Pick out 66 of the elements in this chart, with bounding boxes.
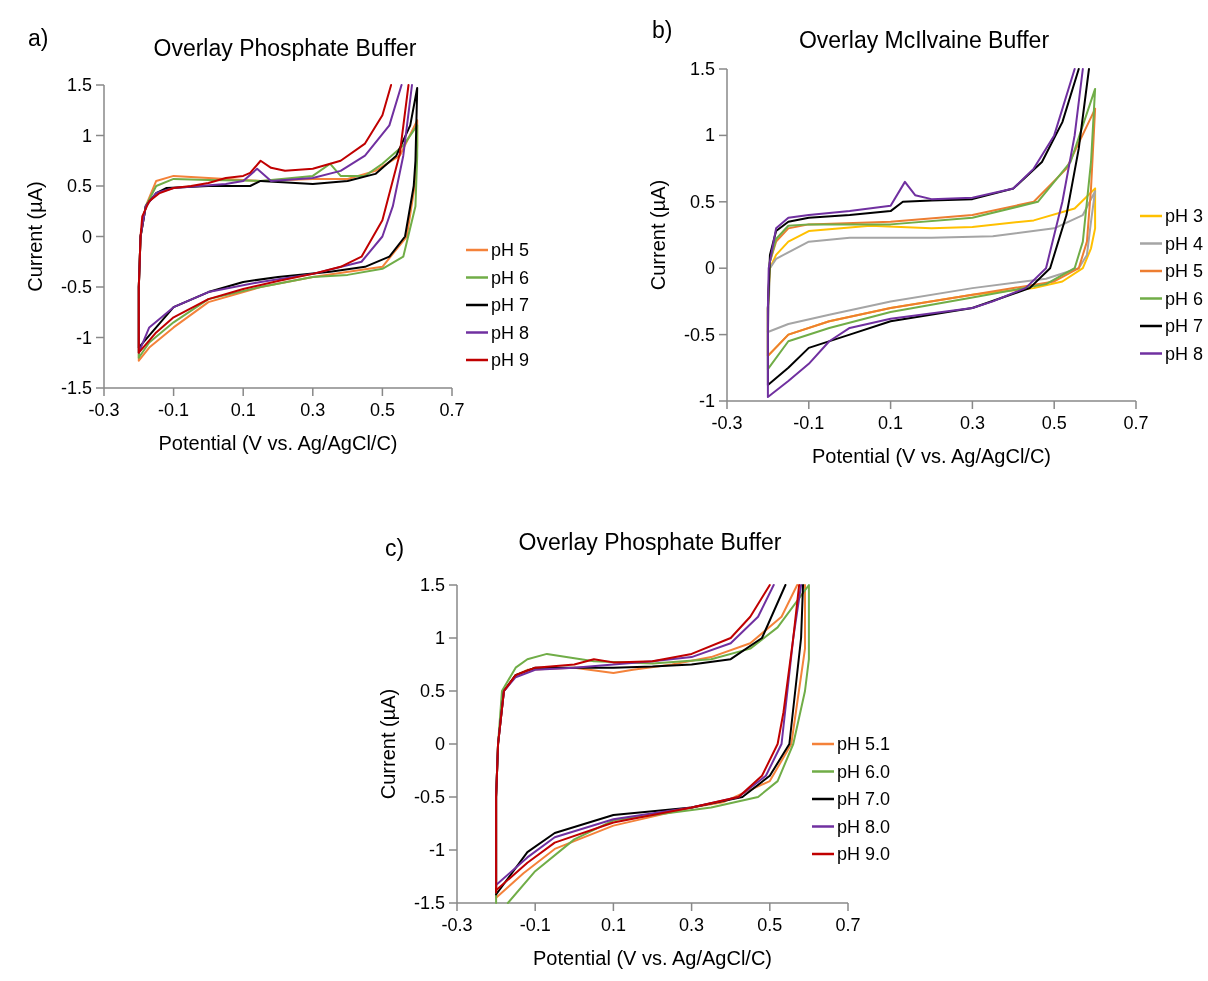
y-tick-label: -1 (75, 327, 92, 348)
y-tick-label: -1 (428, 840, 445, 860)
y-tick-label: -0.5 (60, 277, 92, 297)
y-axis-title: Current (µA) (377, 688, 399, 800)
x-tick-label: 0.7 (835, 915, 861, 935)
y-tick-label: 0.5 (66, 176, 92, 196)
legend-label: pH 9.0 (837, 844, 891, 864)
y-tick-label: 1 (81, 125, 92, 146)
y-tick-label: 1.5 (419, 575, 445, 595)
y-tick-label: 0 (434, 734, 445, 754)
y-axis-title: Current (µA) (647, 179, 669, 291)
legend-label: pH 8 (1165, 343, 1204, 364)
y-tick-label: 0 (704, 258, 715, 279)
x-axis-title: Potential (V vs. Ag/AgCl/C) (533, 947, 772, 969)
chart-title: Overlay Phosphate Buffer (153, 35, 417, 61)
y-tick-label: 1 (434, 628, 445, 648)
chart-title: Overlay McIlvaine Buffer (798, 27, 1050, 53)
y-tick-label: 0.5 (419, 681, 445, 701)
legend-label: pH 3 (1165, 206, 1204, 226)
x-axis-title: Potential (V vs. Ag/AgCl/C) (158, 432, 398, 454)
y-tick-label: -0.5 (413, 787, 445, 807)
y-tick-label: -1.5 (413, 893, 445, 913)
x-tick-label: 0.3 (679, 915, 705, 935)
x-tick-label: 0.1 (600, 915, 626, 935)
legend-label: pH 7.0 (837, 789, 891, 809)
y-tick-label: -1.5 (60, 378, 92, 398)
text: a) (28, 25, 49, 51)
legend-label: pH 7 (1165, 316, 1204, 336)
legend-label: pH 5 (491, 240, 530, 260)
chart-title: Overlay Phosphate Buffer (518, 529, 782, 555)
y-tick-label: -1 (698, 391, 715, 411)
x-tick-label: 0.3 (959, 413, 985, 433)
x-tick-label: 0.3 (300, 400, 326, 420)
legend-label: pH 8 (491, 322, 530, 343)
x-tick-label: -0.3 (441, 915, 473, 935)
x-tick-label: 0.1 (878, 413, 904, 433)
x-tick-label: 0.5 (1041, 413, 1067, 433)
x-tick-label: -0.1 (519, 915, 551, 935)
legend-label: pH 7 (491, 295, 530, 315)
x-tick-label: 0.1 (230, 400, 256, 420)
legend-label: pH 9 (491, 350, 530, 370)
x-axis-title: Potential (V vs. Ag/AgCl/C) (812, 445, 1051, 467)
y-axis-title: Current (µA) (24, 181, 46, 292)
y-tick-label: 1.5 (66, 75, 92, 95)
x-tick-label: 0.5 (369, 400, 395, 420)
x-tick-label: 0.7 (439, 400, 465, 420)
x-tick-label: -0.3 (711, 413, 743, 433)
y-tick-label: 0 (81, 226, 92, 247)
legend-label: pH 6 (1165, 288, 1204, 309)
legend-label: pH 5.1 (837, 734, 891, 754)
y-tick-label: 0.5 (689, 191, 715, 212)
legend-label: pH 8.0 (837, 816, 891, 837)
x-tick-label: 0.7 (1123, 413, 1149, 433)
x-tick-label: 0.5 (757, 915, 783, 935)
legend-label: pH 4 (1165, 233, 1204, 254)
y-tick-label: 1.5 (689, 59, 715, 79)
x-tick-label: -0.1 (793, 413, 825, 433)
legend-label: pH 6.0 (837, 761, 891, 782)
text: c) (385, 535, 405, 561)
y-tick-label: 1 (704, 125, 715, 146)
legend-label: pH 5 (1165, 261, 1204, 281)
legend-label: pH 6 (491, 267, 530, 288)
x-tick-label: -0.1 (158, 400, 190, 420)
x-tick-label: -0.3 (88, 400, 120, 420)
text: b) (652, 17, 673, 43)
y-tick-label: -0.5 (683, 324, 715, 345)
